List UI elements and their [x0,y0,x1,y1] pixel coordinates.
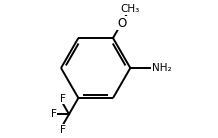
Text: F: F [60,94,66,104]
Text: O: O [117,17,126,30]
Text: CH₃: CH₃ [120,4,139,14]
Text: F: F [60,125,66,135]
Text: NH₂: NH₂ [152,63,171,73]
Text: F: F [51,109,57,119]
